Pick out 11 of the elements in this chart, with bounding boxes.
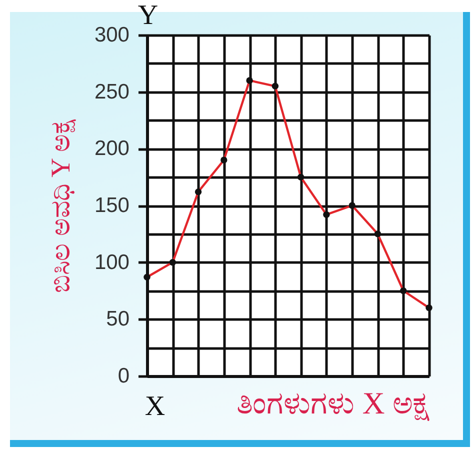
y-tick-label: 100 <box>94 250 130 274</box>
y-tick-label: 50 <box>106 308 130 331</box>
y-tick-label: 0 <box>118 364 130 388</box>
y-tick-label: 150 <box>94 194 130 217</box>
x-axis-title: ತಿಂಗಳುಗಳು X ಅಕ್ಷ <box>236 386 430 422</box>
y-tick-label: 250 <box>94 80 130 104</box>
text: Y <box>138 0 158 31</box>
y-tick-label: 200 <box>94 137 130 160</box>
y-axis-title: ಬಿಸಿಲ ಅವಧಿ Y ಅಕ್ಷ <box>45 119 76 293</box>
y-tick-label: 300 <box>94 24 130 46</box>
text: X <box>144 391 166 422</box>
